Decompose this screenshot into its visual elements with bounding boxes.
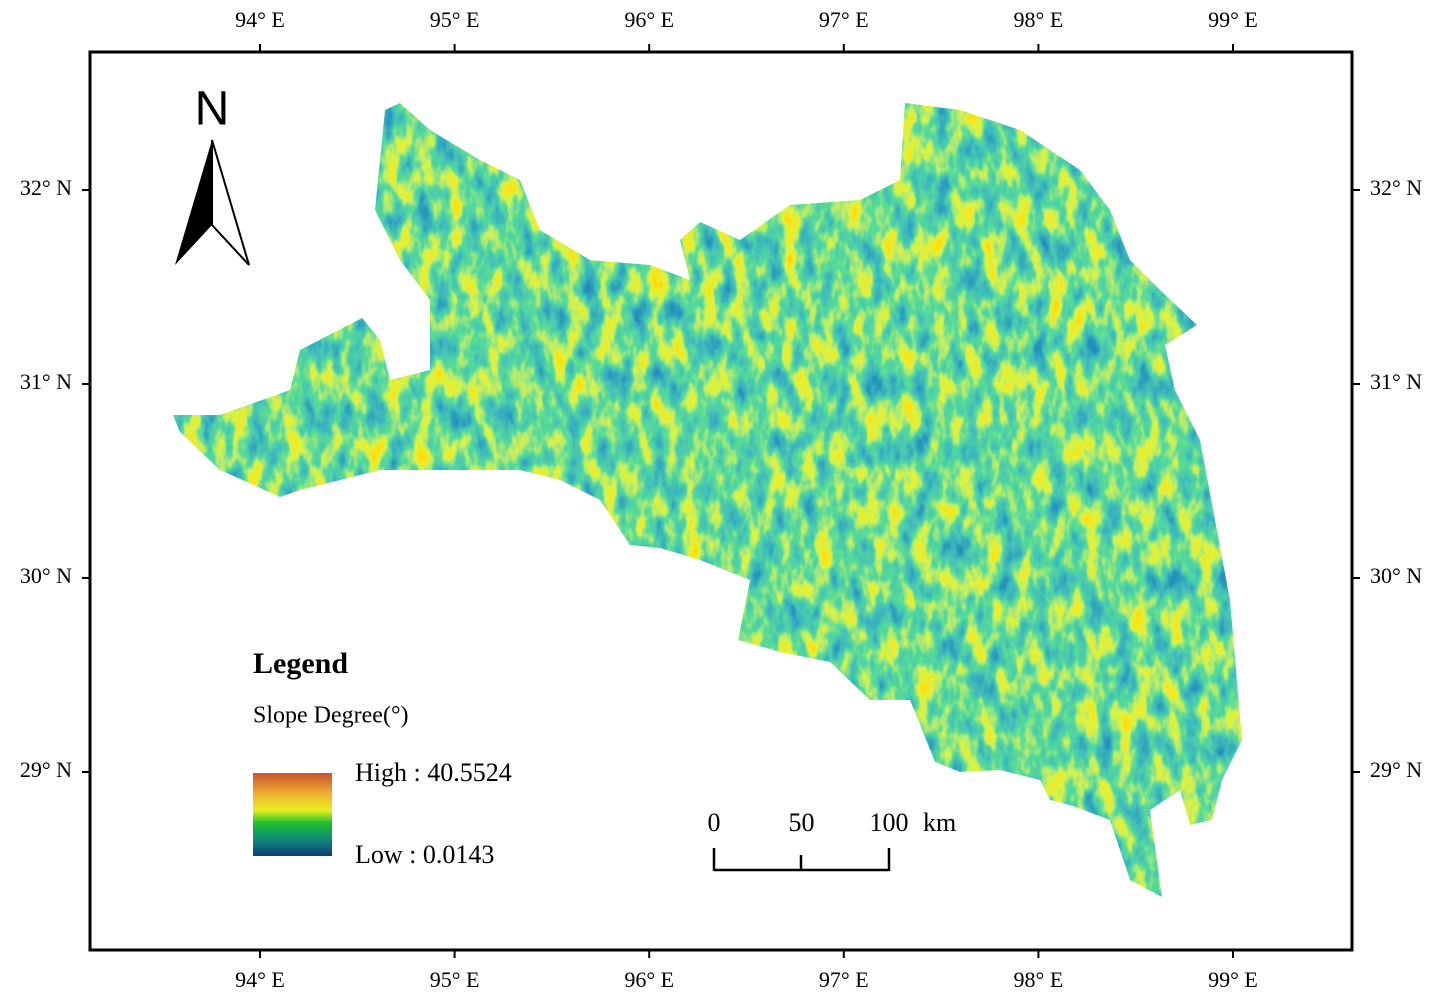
lon-label-bottom: 94° E bbox=[235, 967, 285, 992]
legend: Legend Slope Degree(°) High : 40.5524 Lo… bbox=[253, 647, 512, 869]
legend-high: High : 40.5524 bbox=[355, 758, 512, 787]
map-frame bbox=[88, 50, 1354, 952]
scale-unit: km bbox=[923, 808, 956, 837]
lat-label-left: 30° N bbox=[20, 563, 72, 588]
lon-label-bottom: 99° E bbox=[1208, 967, 1258, 992]
lon-label-bottom: 97° E bbox=[819, 967, 869, 992]
lon-label-top: 99° E bbox=[1208, 7, 1258, 32]
lat-label-right: 30° N bbox=[1370, 563, 1422, 588]
scale-labels: 0 50 100 km bbox=[708, 808, 957, 837]
scale-bar bbox=[712, 848, 891, 872]
legend-low: Low : 0.0143 bbox=[355, 840, 494, 869]
lat-label-right: 32° N bbox=[1370, 175, 1422, 200]
lon-label-top: 98° E bbox=[1014, 7, 1064, 32]
lon-label-bottom: 96° E bbox=[624, 967, 674, 992]
lon-label-top: 97° E bbox=[819, 7, 869, 32]
legend-subtitle: Slope Degree(°) bbox=[253, 703, 409, 729]
north-label: N bbox=[195, 83, 230, 136]
lat-label-right: 31° N bbox=[1370, 369, 1422, 394]
scale-label: 100 bbox=[870, 808, 909, 837]
scale-label: 50 bbox=[789, 808, 815, 837]
north-arrow: N bbox=[175, 83, 250, 266]
legend-ramp bbox=[253, 773, 332, 856]
lon-label-bottom: 95° E bbox=[430, 967, 480, 992]
lon-label-top: 94° E bbox=[235, 7, 285, 32]
lat-label-left: 29° N bbox=[20, 757, 72, 782]
north-arrow-left bbox=[175, 140, 212, 265]
lon-label-top: 95° E bbox=[430, 7, 480, 32]
lat-label-left: 32° N bbox=[20, 175, 72, 200]
graticule-labels: 94° E 94° E 95° E 95° E 96° E 96° E 97° E 97° E… bbox=[20, 7, 1422, 992]
legend-title: Legend bbox=[253, 647, 348, 680]
lon-label-top: 96° E bbox=[624, 7, 674, 32]
north-arrow-right bbox=[211, 139, 250, 266]
scale-label: 0 bbox=[708, 808, 721, 837]
lat-label-right: 29° N bbox=[1370, 757, 1422, 782]
lon-label-bottom: 98° E bbox=[1014, 967, 1064, 992]
lat-label-left: 31° N bbox=[20, 369, 72, 394]
